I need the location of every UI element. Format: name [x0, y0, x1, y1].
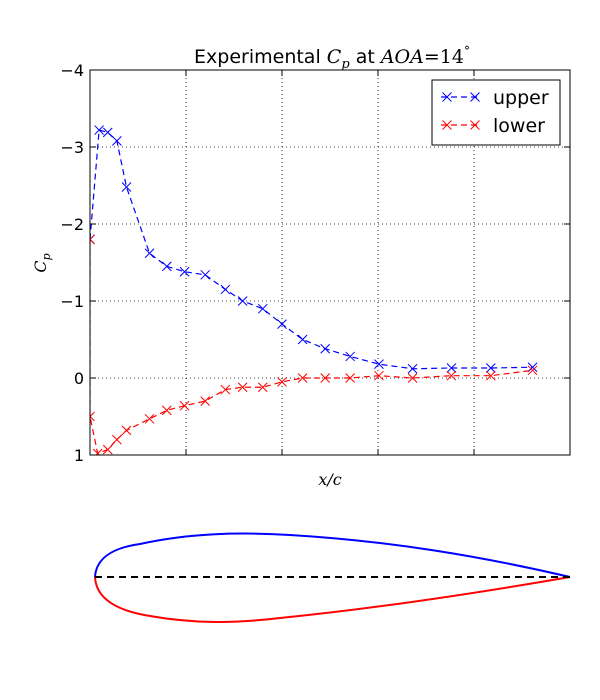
data-point-upper — [485, 363, 496, 373]
data-point-upper — [179, 266, 190, 277]
data-point-lower — [102, 444, 113, 455]
data-point-lower — [121, 425, 132, 436]
series-lower — [90, 234, 538, 455]
airfoil-diagram — [94, 532, 571, 623]
data-point-upper — [446, 363, 457, 373]
data-point-lower — [527, 365, 538, 376]
data-point-upper — [121, 182, 132, 192]
data-point-upper — [144, 248, 155, 259]
data-point-lower — [485, 370, 496, 381]
legend-marker — [470, 120, 480, 130]
legend-item-upper: upper — [441, 87, 549, 109]
data-point-upper — [257, 303, 268, 314]
legend-item-lower: lower — [441, 115, 545, 137]
data-point-lower — [90, 234, 95, 245]
series-layer — [90, 125, 538, 455]
series-line-lower — [90, 239, 533, 455]
data-point-upper — [407, 363, 418, 374]
plot-frame — [89, 69, 571, 456]
data-point-lower — [90, 411, 95, 422]
data-point-lower — [179, 400, 190, 411]
airfoil-lower-surface — [94, 576, 571, 623]
y-tick-label: 0 — [74, 369, 84, 388]
data-point-lower — [220, 384, 231, 395]
data-point-upper — [297, 334, 308, 345]
legend: upper lower — [431, 79, 561, 146]
data-point-lower — [446, 370, 457, 381]
data-point-upper — [220, 284, 231, 295]
data-point-lower — [297, 373, 308, 383]
airfoil-upper-surface — [94, 532, 571, 578]
y-tick-label: 1 — [74, 446, 84, 465]
chart-title: Experimental Cp at AOA=14° — [194, 44, 470, 72]
data-point-upper — [102, 127, 113, 138]
data-point-upper — [200, 269, 211, 280]
legend-marker — [470, 92, 480, 102]
y-tick-label: −2 — [60, 215, 84, 234]
data-point-lower — [257, 382, 268, 393]
legend-marker — [442, 120, 452, 130]
data-point-lower — [407, 373, 418, 383]
data-point-upper — [94, 125, 104, 135]
data-point-lower — [345, 373, 356, 383]
data-point-lower — [92, 448, 103, 455]
data-point-upper — [237, 296, 248, 306]
data-point-lower — [144, 413, 155, 424]
legend-label-lower: lower — [493, 115, 545, 137]
data-point-lower — [374, 370, 384, 381]
data-point-lower — [112, 434, 122, 445]
data-point-lower — [237, 382, 248, 393]
data-point-upper — [161, 261, 172, 272]
y-axis-label: Cp — [31, 253, 53, 272]
y-tick-label: −1 — [60, 292, 84, 311]
data-point-upper — [320, 343, 331, 354]
axis-ticks: 1 0 −1 −2 −3 −4 — [60, 61, 570, 465]
legend-box — [431, 79, 561, 146]
legend-label-upper: upper — [493, 87, 549, 109]
data-point-lower — [161, 405, 172, 416]
data-point-upper — [345, 351, 356, 362]
data-point-upper — [374, 359, 384, 369]
y-tick-label: −3 — [60, 138, 84, 157]
x-axis-label: x/c — [318, 470, 341, 489]
series-upper — [90, 125, 538, 374]
data-point-upper — [277, 319, 287, 329]
data-point-upper — [527, 362, 538, 373]
data-point-lower — [320, 373, 331, 383]
y-tick-label: −4 — [60, 61, 84, 80]
legend-marker — [442, 92, 452, 102]
data-point-upper — [112, 135, 122, 146]
data-point-lower — [200, 396, 211, 406]
data-point-lower — [277, 376, 287, 387]
